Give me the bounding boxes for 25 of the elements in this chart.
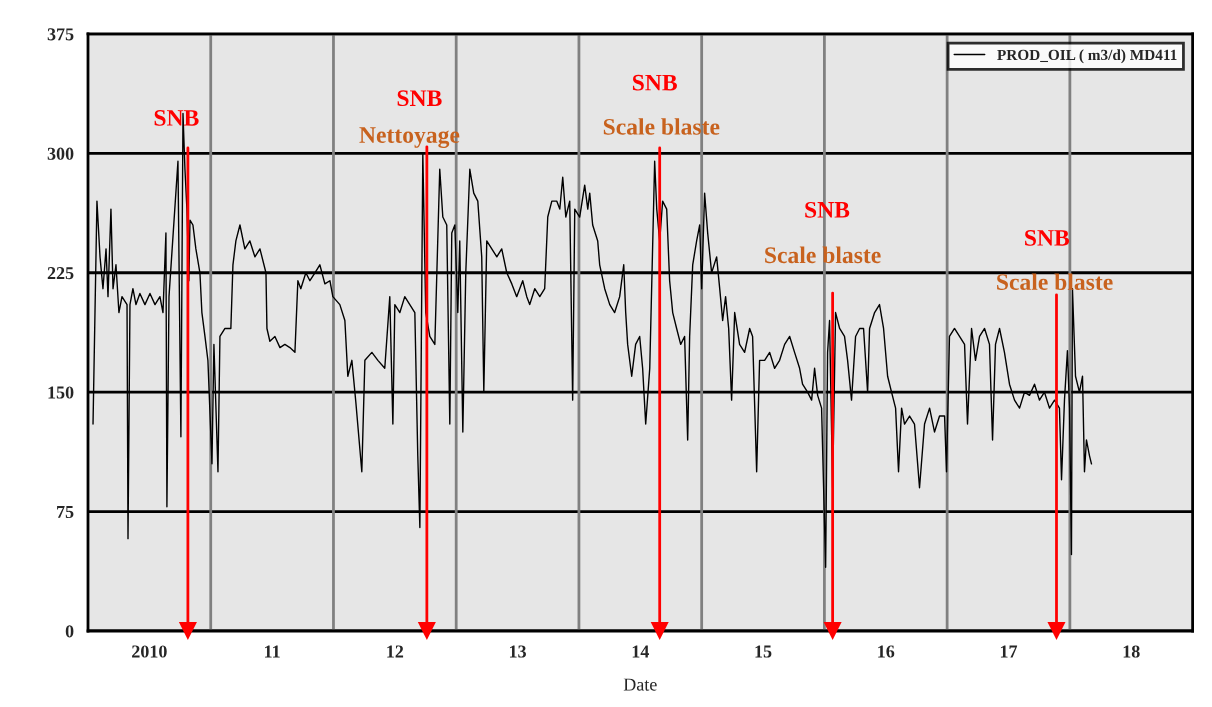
x-tick-label: 18	[1123, 645, 1140, 658]
x-tick-label: 14	[632, 645, 649, 658]
x-tick-label: 13	[509, 645, 526, 658]
y-tick-label: 75	[57, 506, 74, 519]
ref-line-label: SNB	[397, 90, 442, 107]
x-tick-label: 15	[755, 645, 772, 658]
x-tick-label: 17	[1000, 645, 1018, 658]
annotation: Scale blaste	[603, 118, 720, 135]
ref-line-label: SNB	[632, 74, 677, 91]
x-axis-title: Date	[623, 678, 657, 691]
x-tick-label: 12	[387, 645, 404, 658]
ref-line-label: SNB	[805, 201, 850, 218]
legend-label: PROD_OIL ( m3/d) MD411	[997, 49, 1177, 64]
y-tick-label: 225	[47, 267, 74, 280]
y-tick-label: 150	[48, 386, 74, 399]
y-tick-label: 0	[65, 625, 74, 638]
y-tick-label: 375	[47, 28, 74, 41]
annotation: Nettoyage	[359, 127, 460, 148]
annotation: Scale blaste	[765, 246, 881, 264]
y-tick-label: 300	[47, 147, 74, 160]
annotation: Scale blaste	[997, 273, 1113, 291]
ref-line-label: SNB	[1025, 229, 1070, 246]
x-tick-label: 11	[265, 645, 280, 658]
x-tick-label: 2010	[132, 645, 167, 658]
x-tick-label: 16	[878, 645, 895, 658]
